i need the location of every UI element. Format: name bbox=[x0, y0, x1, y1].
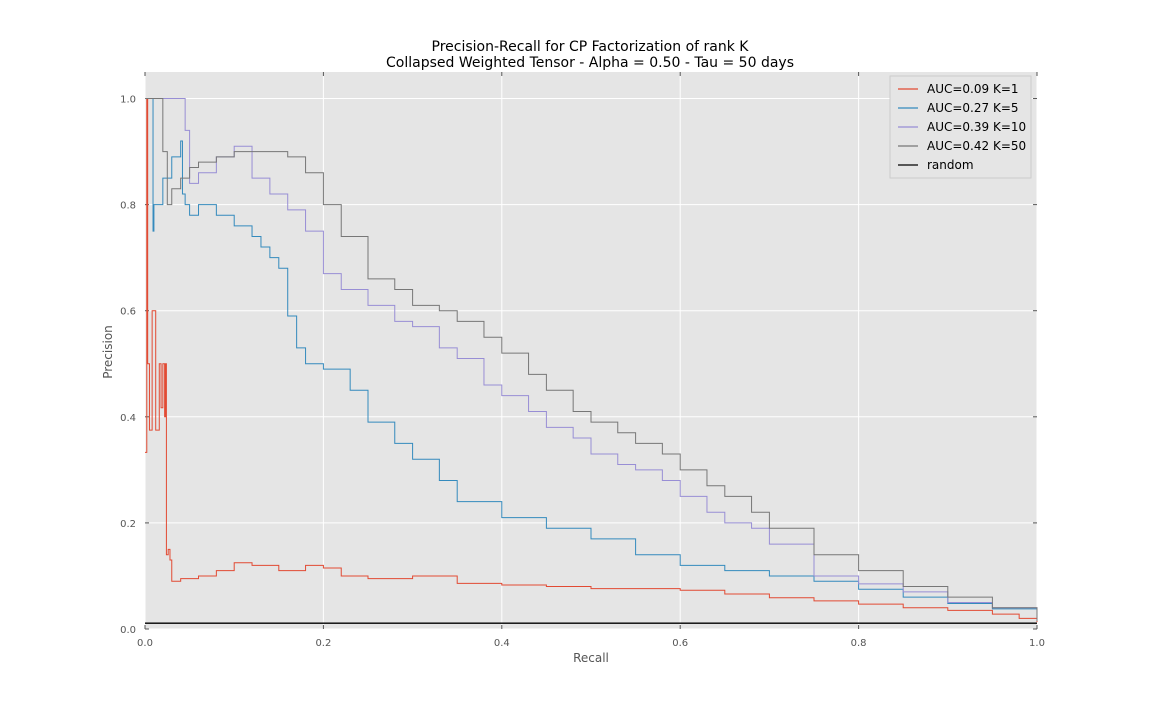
legend-entry: AUC=0.39 K=10 bbox=[927, 120, 1026, 134]
y-tick-label: 0.2 bbox=[120, 519, 136, 530]
chart-title-line-2: Collapsed Weighted Tensor - Alpha = 0.50… bbox=[386, 55, 794, 71]
series-line-0 bbox=[145, 98, 1038, 623]
axis-ticks: 0.0 0.2 0.4 0.6 0.8 1.0 0.0 0.2 0.4 0.6 0.8 1.0 bbox=[120, 72, 1045, 649]
x-axis-label: Recall bbox=[573, 651, 609, 665]
legend-entry: AUC=0.27 K=5 bbox=[927, 101, 1019, 115]
legend-entry: AUC=0.09 K=1 bbox=[927, 82, 1019, 96]
series-line-1 bbox=[145, 98, 1038, 622]
x-tick-label: 1.0 bbox=[1029, 638, 1045, 649]
y-tick-label: 0.4 bbox=[120, 413, 136, 424]
series-lines bbox=[145, 98, 1038, 624]
y-tick-label: 1.0 bbox=[120, 95, 136, 106]
series-line-3 bbox=[145, 98, 1038, 622]
legend: AUC=0.09 K=1 AUC=0.27 K=5 AUC=0.39 K=10 AUC… bbox=[889, 75, 1032, 179]
x-tick-label: 0.8 bbox=[851, 638, 867, 649]
y-tick-label: 0.6 bbox=[120, 307, 136, 318]
y-axis-label: Precision bbox=[101, 325, 115, 379]
y-tick-label: 0.0 bbox=[120, 625, 136, 636]
x-tick-label: 0.4 bbox=[494, 638, 510, 649]
y-tick-label: 0.8 bbox=[120, 201, 136, 212]
chart-title-line-1: Precision-Recall for CP Factorization of… bbox=[432, 39, 750, 55]
x-tick-label: 0.6 bbox=[672, 638, 688, 649]
x-tick-label: 0.2 bbox=[315, 638, 331, 649]
x-tick-label: 0.0 bbox=[137, 638, 153, 649]
legend-entry: AUC=0.42 K=50 bbox=[927, 139, 1026, 153]
legend-entry: random bbox=[927, 158, 974, 172]
